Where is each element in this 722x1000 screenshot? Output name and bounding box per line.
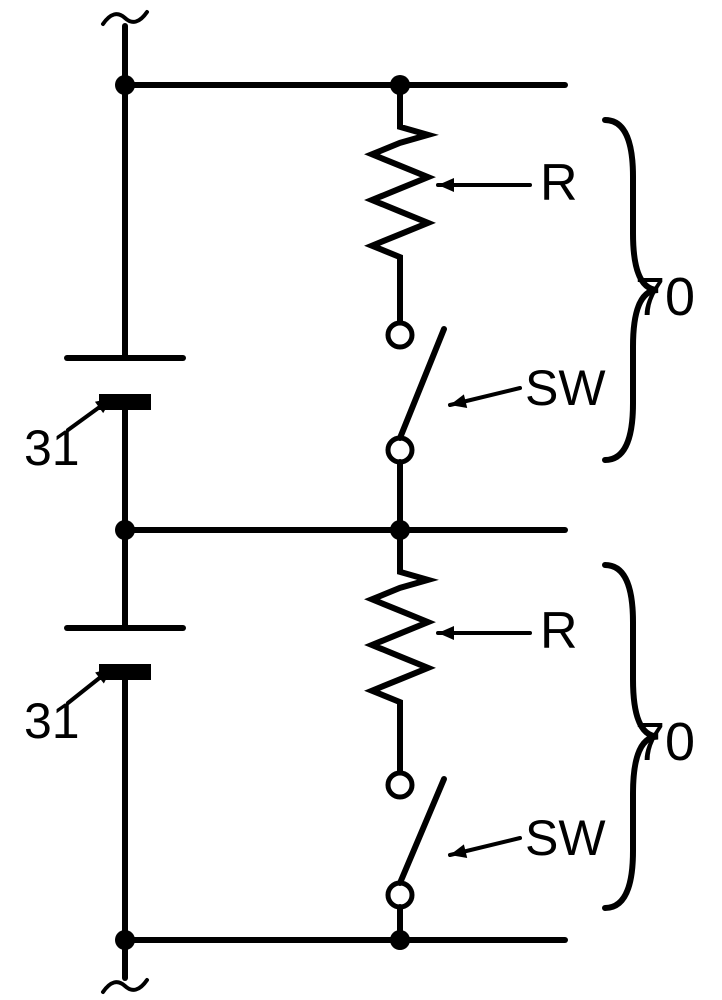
label-grp_top: 70 bbox=[635, 267, 695, 327]
resistor bbox=[372, 120, 428, 280]
label-R_bot: R bbox=[540, 602, 578, 660]
label-SW_bot: SW bbox=[525, 810, 606, 866]
resistor bbox=[372, 565, 428, 725]
label-R_top: R bbox=[540, 154, 578, 212]
label-SW_top: SW bbox=[525, 360, 606, 416]
label-grp_bot: 70 bbox=[635, 712, 695, 772]
